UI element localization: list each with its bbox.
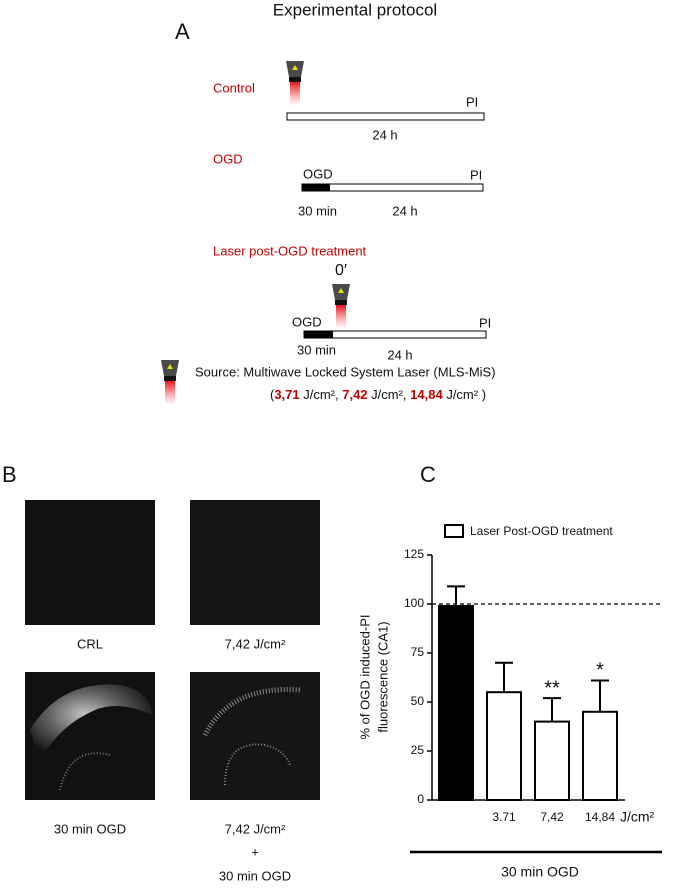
timeline-start: OGD <box>292 314 322 329</box>
micrograph-signal <box>59 752 111 791</box>
duration: 24 h <box>387 347 412 362</box>
error-bar <box>495 661 513 693</box>
panel-letter: B <box>2 462 17 487</box>
source-part: J/cm² ) <box>443 387 486 402</box>
protocol-label: OGD <box>213 151 243 166</box>
bar <box>486 691 522 802</box>
error-bar <box>447 585 465 606</box>
image-label: 7,42 J/cm² <box>225 821 286 836</box>
duration: 24 h <box>392 203 417 218</box>
y-tick-label: 100 <box>404 596 424 610</box>
panel-c: C Laser Post-OGD treatment % of OGD induc… <box>357 462 662 880</box>
x-tick-label: 14,84 <box>585 810 615 824</box>
timeline-end: PI <box>479 315 491 330</box>
laser-icon <box>286 61 304 106</box>
source-part: 7,42 <box>342 387 367 402</box>
timeline-ogd <box>302 184 330 191</box>
error-bar <box>543 697 561 722</box>
source-part: J/cm², <box>368 387 411 402</box>
protocol-label: Control <box>213 80 255 95</box>
legend-swatch <box>444 524 464 538</box>
source-part: ( <box>270 387 275 402</box>
micrograph <box>190 500 320 625</box>
title: Experimental protocol <box>273 0 437 19</box>
y-tick-label: 0 <box>417 792 424 806</box>
timeline <box>286 112 485 121</box>
laser-icon <box>332 284 350 329</box>
panel-b: B CRL 7,42 J/cm² 30 min OGD 7,42 J/cm² +… <box>2 462 320 883</box>
significance: ** <box>544 677 560 699</box>
image-label: + <box>251 844 259 859</box>
source-part: 3,71 <box>274 387 299 402</box>
group-label: 30 min OGD <box>501 864 579 880</box>
duration: 24 h <box>372 127 397 142</box>
legend-label: Laser Post-OGD treatment <box>470 524 613 538</box>
panel-a: Experimental protocol A Control PI 24 h … <box>161 0 496 405</box>
source-doses: (3,71 J/cm², 7,42 J/cm², 14,84 J/cm² ) <box>270 387 486 402</box>
y-tick-label: 125 <box>404 547 424 561</box>
y-axis-label: % of OGD induced-PI <box>357 615 372 740</box>
duration: 30 min <box>297 342 336 357</box>
panel-letter: A <box>175 19 190 44</box>
source-text: Source: Multiwave Locked System Laser (M… <box>195 364 496 379</box>
error-bar <box>591 679 609 712</box>
micrograph-signal <box>224 743 291 786</box>
source-part: J/cm², <box>300 387 343 402</box>
duration: 30 min <box>298 203 337 218</box>
timeline-ogd <box>304 331 333 338</box>
protocol-label: Laser post-OGD treatment <box>213 243 367 258</box>
timeline-end: PI <box>470 167 482 182</box>
timeline-start: OGD <box>303 166 333 181</box>
source-part: 14,84 <box>410 387 443 402</box>
micrograph <box>25 500 155 625</box>
laser-icon <box>161 360 179 405</box>
y-axis-label: fluorescence (CA1) <box>375 621 390 732</box>
x-tick-label: 7,42 <box>540 810 564 824</box>
y-tick-label: 75 <box>411 645 425 659</box>
bar <box>534 720 570 801</box>
bar <box>582 710 618 801</box>
time-label: 0′ <box>335 262 347 279</box>
panel-letter: C <box>420 462 436 487</box>
micrograph-signal <box>30 684 152 760</box>
bar <box>438 604 474 802</box>
image-label: 30 min OGD <box>54 821 126 836</box>
significance: * <box>596 660 604 682</box>
x-tick-label: 3.71 <box>492 810 516 824</box>
y-tick-label: 50 <box>411 694 425 708</box>
timeline-end: PI <box>466 94 478 109</box>
y-tick-label: 25 <box>411 743 425 757</box>
image-label: CRL <box>77 636 103 651</box>
x-unit-label: J/cm² <box>620 809 655 825</box>
image-label: 30 min OGD <box>219 868 291 883</box>
micrograph <box>190 672 320 800</box>
image-label: 7,42 J/cm² <box>225 636 286 651</box>
